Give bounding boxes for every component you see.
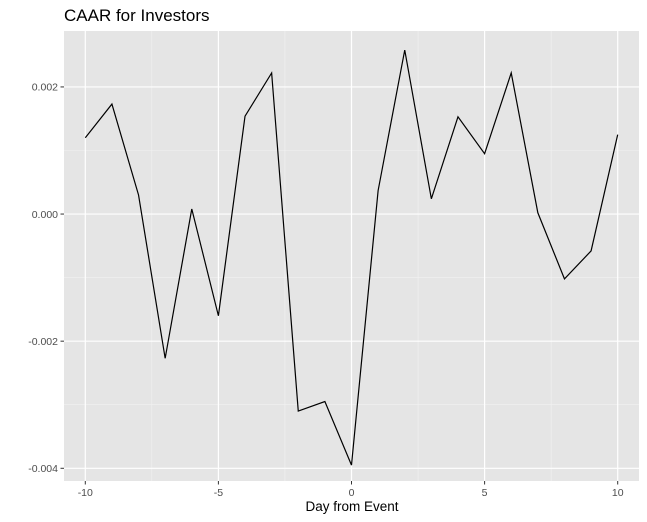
y-axis: -0.004 -0.002 0.000 0.002 <box>28 82 64 475</box>
series-line <box>84 49 619 466</box>
data-point <box>84 137 86 139</box>
data-point <box>297 410 299 412</box>
y-tick-label: -0.002 <box>28 336 58 348</box>
series-layer <box>84 49 619 466</box>
x-tick-label: -10 <box>78 487 93 499</box>
data-point <box>217 315 219 317</box>
x-axis-label: Day from Event <box>305 499 398 514</box>
chart-title: CAAR for Investors <box>64 6 210 25</box>
data-point <box>350 464 352 466</box>
x-axis: -10 -5 0 5 10 <box>78 481 624 499</box>
y-tick-label: 0.000 <box>32 209 58 221</box>
data-point <box>270 72 272 74</box>
x-tick-label: 5 <box>482 487 488 499</box>
y-tick-label: 0.002 <box>32 82 58 94</box>
data-point <box>510 72 512 74</box>
data-point <box>430 198 432 200</box>
grid-major <box>64 31 639 481</box>
data-point <box>191 208 193 210</box>
x-tick-label: 10 <box>612 487 624 499</box>
data-point <box>244 115 246 117</box>
x-tick-label: 0 <box>349 487 355 499</box>
data-point <box>457 116 459 118</box>
x-tick-label: -5 <box>214 487 223 499</box>
y-tick-label: -0.004 <box>28 463 58 475</box>
data-point <box>590 250 592 252</box>
data-point <box>483 152 485 154</box>
data-point <box>164 357 166 359</box>
data-point <box>137 194 139 196</box>
data-point <box>563 278 565 280</box>
data-point <box>377 189 379 191</box>
data-point <box>404 49 406 51</box>
data-point <box>111 103 113 105</box>
data-point <box>537 212 539 214</box>
data-point <box>324 400 326 402</box>
data-point <box>617 133 619 135</box>
